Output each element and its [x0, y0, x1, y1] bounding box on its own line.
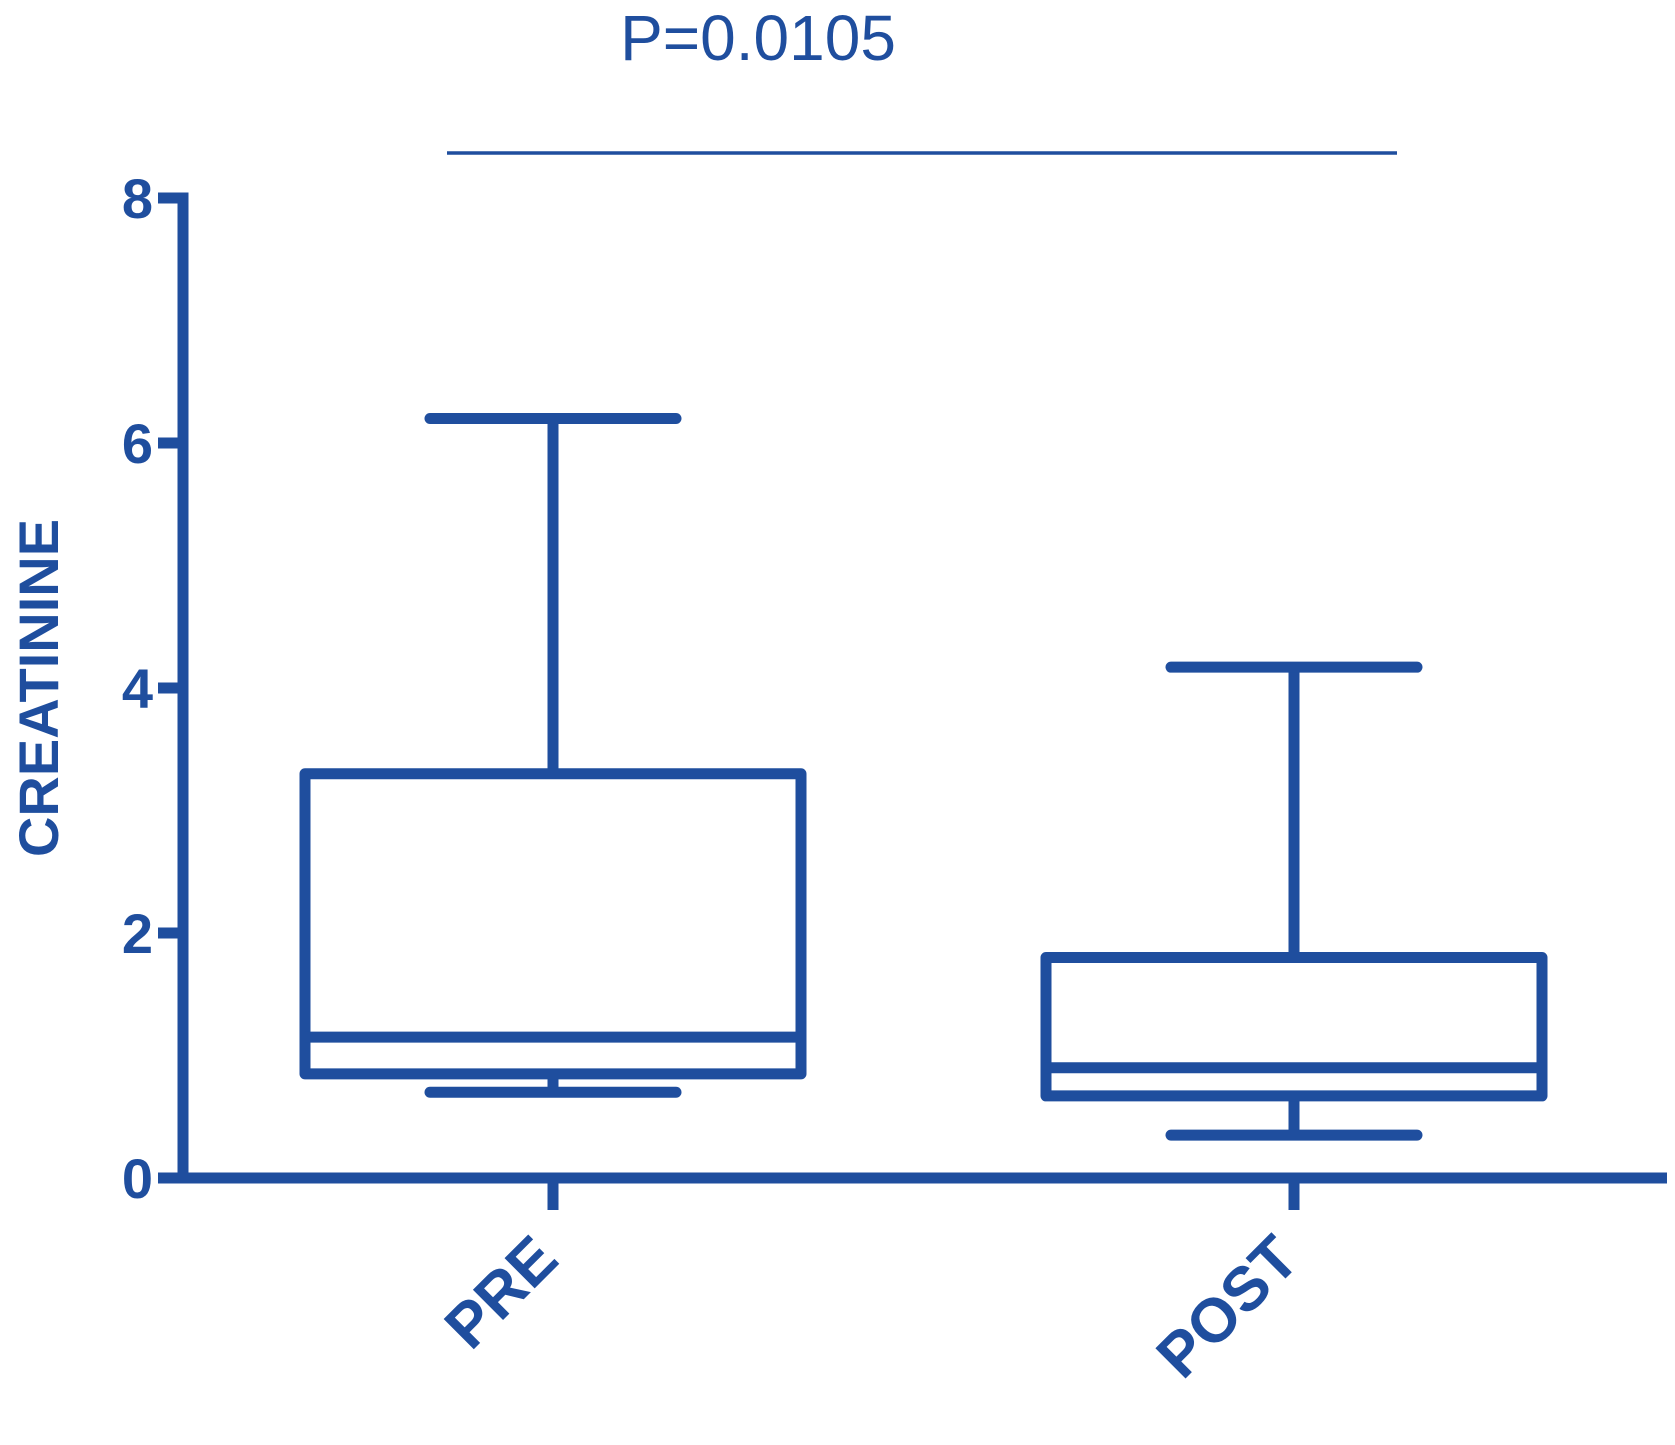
p-value-annotation: P=0.0105: [620, 2, 896, 74]
y-tick-label: 8: [122, 167, 153, 230]
box-post: [1040, 661, 1548, 1141]
y-tick-label: 2: [122, 902, 153, 965]
x-category-label: PRE: [432, 1223, 571, 1362]
boxes: [299, 413, 1548, 1141]
y-axis-title: CREATININE: [7, 519, 70, 857]
y-tick-label: 6: [122, 412, 153, 475]
box-iqr: [1040, 952, 1548, 1102]
box-iqr: [299, 768, 807, 1080]
x-category-label: POST: [1144, 1223, 1312, 1391]
y-tick-label: 0: [122, 1147, 153, 1210]
box-pre: [299, 413, 807, 1098]
y-tick-label: 4: [122, 657, 153, 720]
axes: [158, 192, 1667, 1210]
